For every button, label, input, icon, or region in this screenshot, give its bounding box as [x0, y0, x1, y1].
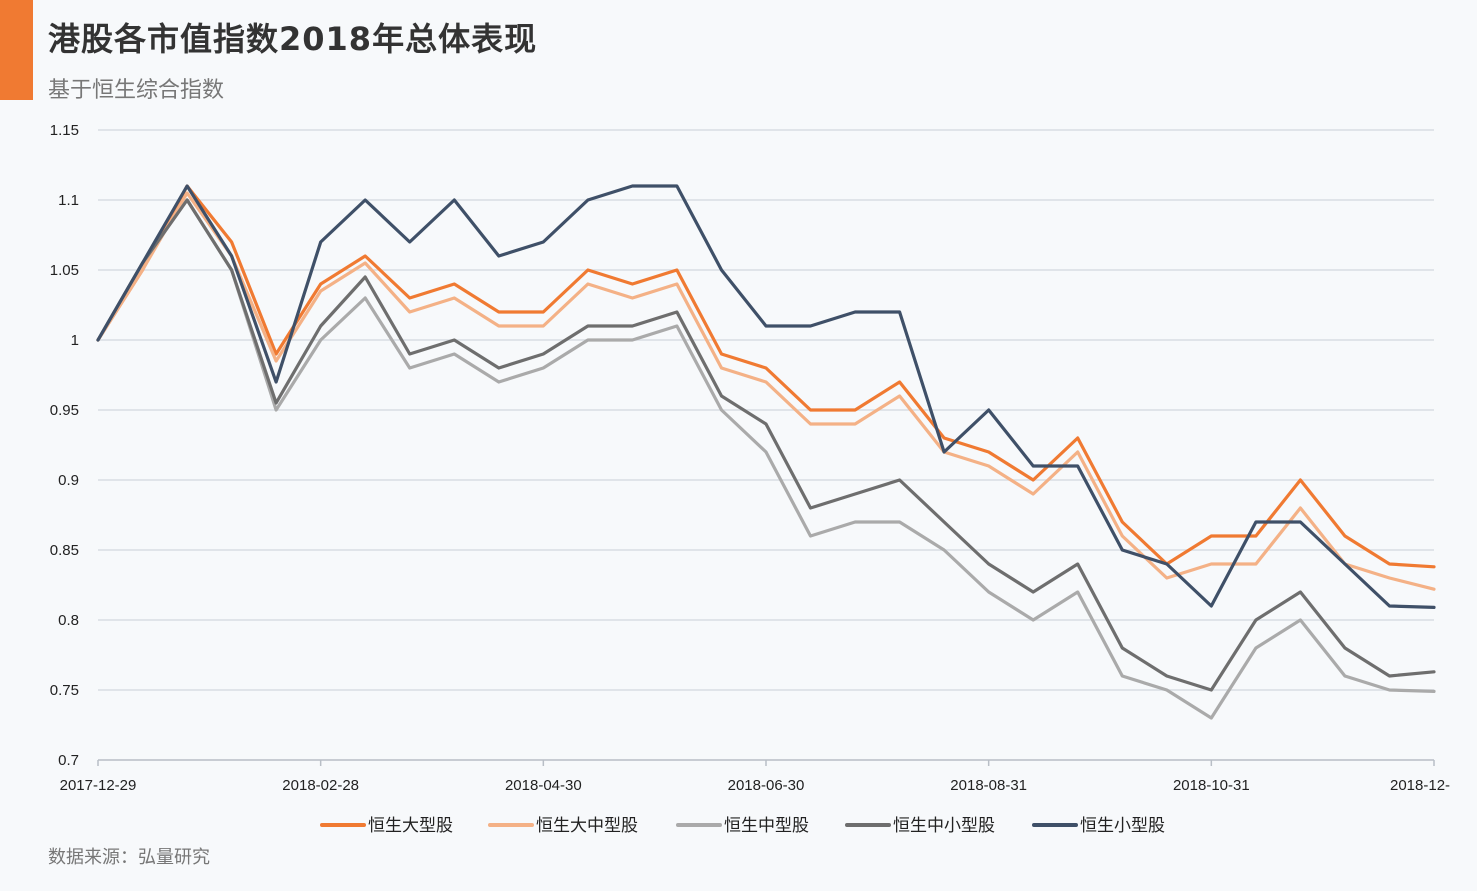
legend-label: 恒生中小型股 — [893, 816, 995, 836]
y-tick-label: 0.75 — [50, 682, 79, 699]
y-tick-label: 0.8 — [58, 612, 79, 629]
y-tick-label: 0.85 — [50, 542, 79, 559]
x-tick-label: 2018-12- — [1390, 777, 1450, 794]
y-tick-label: 1.1 — [58, 192, 79, 209]
y-tick-label: 0.7 — [58, 752, 79, 769]
legend-label: 恒生大型股 — [368, 816, 453, 836]
x-tick-label: 2018-04-30 — [505, 777, 582, 794]
chart-title: 港股各市值指数2018年总体表现 — [48, 20, 538, 58]
series-line-4 — [96, 198, 1436, 692]
x-tick-label: 2018-02-28 — [282, 777, 359, 794]
x-tick-label: 2017-12-29 — [60, 777, 137, 794]
series-line-2 — [96, 191, 1436, 591]
series-line-1 — [96, 184, 1436, 569]
series-lines — [96, 184, 1436, 720]
x-tick-label: 2018-08-31 — [950, 777, 1027, 794]
y-tick-label: 0.95 — [50, 402, 79, 419]
legend-label: 恒生小型股 — [1080, 816, 1165, 836]
y-tick-label: 1.15 — [50, 122, 79, 139]
series-line-5 — [96, 184, 1436, 610]
legend-label: 恒生大中型股 — [536, 816, 638, 836]
legend-label: 恒生中型股 — [724, 816, 809, 836]
y-tick-label: 1.05 — [50, 262, 79, 279]
series-line-3 — [96, 198, 1436, 720]
y-tick-label: 1 — [71, 332, 79, 349]
x-tick-label: 2018-10-31 — [1173, 777, 1250, 794]
title-accent-bar — [0, 0, 33, 100]
grid-lines — [98, 129, 1434, 761]
x-axis-ticks: 2017-12-29 2018-02-28 2018-04-30 2018-06-30… — [60, 760, 1450, 794]
x-tick-label: 2018-06-30 — [728, 777, 805, 794]
chart-subtitle: 基于恒生综合指数 — [48, 78, 225, 103]
y-axis-ticks: 1.15 1.1 1.05 1 0.95 0.9 0.85 0.8 0.75 0.7 — [50, 122, 79, 769]
legend: 恒生大型股 恒生大中型股 恒生中型股 恒生中小型股 恒生小型股 — [320, 816, 1165, 836]
data-source-note: 数据来源：弘量研究 — [48, 847, 210, 868]
y-tick-label: 0.9 — [58, 472, 79, 489]
